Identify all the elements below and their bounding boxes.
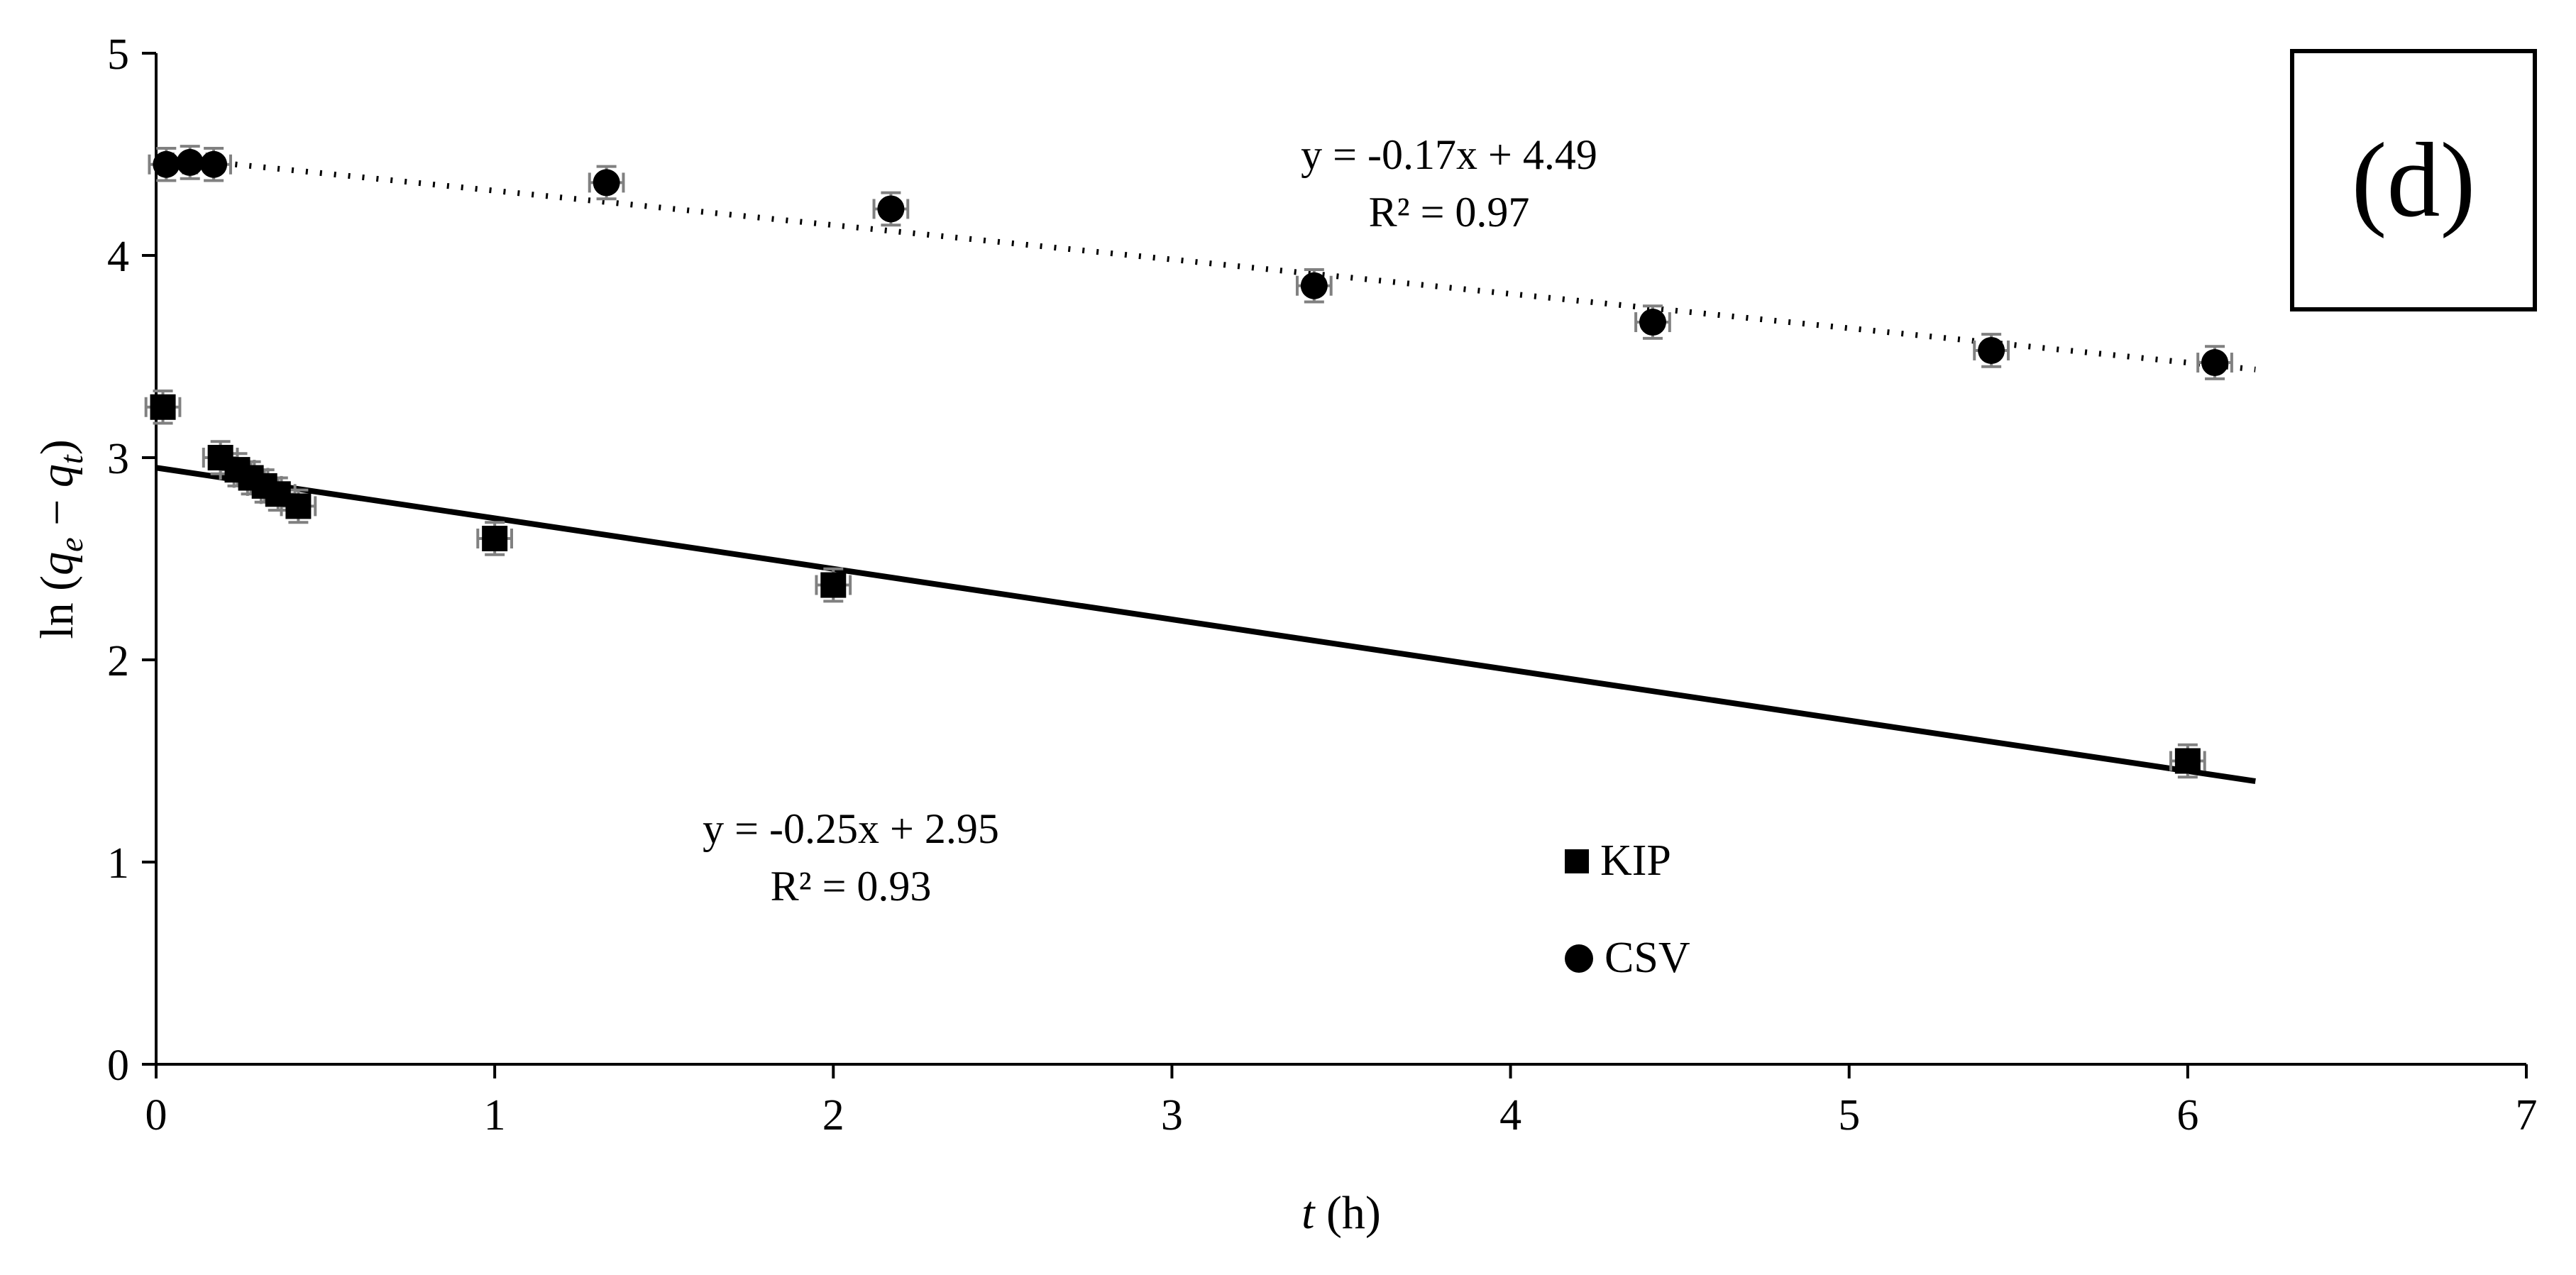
- legend-item-csv: CSV: [1565, 932, 1690, 985]
- y-title-sub1: e: [53, 537, 90, 552]
- x-tick-label: 3: [1161, 1091, 1183, 1139]
- kip-data-point: [482, 526, 508, 551]
- x-title-unit: (h): [1314, 1187, 1381, 1239]
- y-title-var1: q: [31, 551, 83, 575]
- y-tick-label: 4: [107, 233, 129, 281]
- y-tick-label: 2: [107, 637, 129, 685]
- csv-data-point: [1978, 336, 2005, 364]
- kip-data-point: [150, 394, 176, 420]
- y-title-suffix: ): [31, 439, 83, 456]
- x-axis-title: t (h): [1128, 1186, 1554, 1240]
- y-title-sub2: t: [53, 455, 90, 465]
- csv-r2-text: R² = 0.97: [1368, 189, 1530, 236]
- csv-data-point: [877, 195, 905, 223]
- csv-data-point: [200, 150, 228, 178]
- kip-r2-text: R² = 0.93: [770, 863, 932, 910]
- y-title-var2: q: [31, 464, 83, 488]
- legend-label-kip: KIP: [1600, 837, 1671, 885]
- csv-trendline-annotation: y = -0.17x + 4.49 R² = 0.97: [1165, 126, 1733, 241]
- x-tick-label: 6: [2176, 1091, 2198, 1139]
- csv-data-point: [176, 148, 204, 176]
- kip-data-point: [820, 572, 847, 598]
- panel-label-box: (d): [2290, 49, 2537, 311]
- y-tick-label: 3: [107, 435, 129, 483]
- circle-marker-icon: [1565, 944, 1593, 973]
- x-tick-label: 5: [1838, 1091, 1860, 1139]
- y-axis-title: ln (qe − qt): [31, 439, 90, 639]
- x-tick-label: 7: [2516, 1091, 2538, 1139]
- kip-trendline-annotation: y = -0.25x + 2.95 R² = 0.93: [567, 800, 1135, 915]
- x-tick-label: 0: [145, 1091, 167, 1139]
- kip-trendline: [155, 465, 2256, 784]
- kip-data-point: [285, 493, 312, 519]
- csv-data-point: [1300, 272, 1328, 299]
- csv-data-point: [2201, 349, 2229, 377]
- y-tick-label: 0: [107, 1042, 129, 1090]
- square-marker-icon: [1565, 849, 1589, 873]
- kip-equation-text: y = -0.25x + 2.95: [703, 805, 999, 852]
- y-tick-label: 5: [107, 31, 129, 79]
- y-title-prefix: ln (: [31, 575, 83, 639]
- csv-data-point: [1639, 309, 1666, 336]
- legend: KIP CSV: [1565, 834, 1690, 1029]
- csv-data-point: [593, 169, 620, 197]
- y-title-minus: −: [31, 487, 83, 538]
- x-title-variable: t: [1301, 1187, 1315, 1239]
- y-tick-label: 1: [107, 839, 129, 888]
- legend-label-csv: CSV: [1605, 934, 1690, 982]
- x-tick-label: 2: [822, 1091, 844, 1139]
- kip-data-point: [2174, 748, 2201, 774]
- panel-label: (d): [2351, 121, 2476, 239]
- csv-data-point: [153, 150, 180, 178]
- csv-equation-text: y = -0.17x + 4.49: [1301, 131, 1597, 178]
- legend-item-kip: KIP: [1565, 834, 1690, 888]
- x-tick-label: 1: [484, 1091, 506, 1139]
- x-tick-label: 4: [1499, 1091, 1521, 1139]
